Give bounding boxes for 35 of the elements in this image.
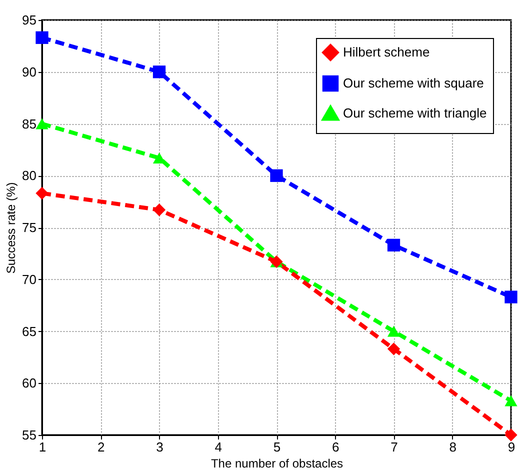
y-tick-label: 55	[22, 428, 36, 442]
legend-label: Our scheme with triangle	[343, 106, 487, 120]
y-tick-label: 95	[22, 12, 36, 28]
y-tick-label: 80	[22, 168, 36, 184]
x-tick-label: 8	[449, 440, 456, 454]
x-tick-label: 3	[156, 440, 164, 454]
y-tick-label: 90	[22, 64, 36, 80]
y-tick-label: 65	[22, 324, 36, 339]
y-axis-title: Success rate (%)	[4, 182, 18, 274]
point	[387, 326, 400, 337]
point	[504, 395, 518, 406]
point	[36, 118, 48, 130]
x-tick-label: 2	[98, 440, 105, 454]
x-tick-label: 9	[508, 440, 516, 454]
point	[387, 238, 400, 252]
legend-label: Our scheme with square	[343, 76, 484, 90]
y-tick-label: 85	[22, 116, 36, 132]
point	[36, 186, 48, 200]
x-tick-label: 5	[273, 440, 281, 454]
y-tick-label: 70	[22, 272, 36, 287]
point	[36, 31, 48, 44]
point	[504, 428, 518, 442]
point	[504, 290, 518, 304]
x-axis-title: The number of obstacles	[210, 456, 344, 470]
x-tick-label: 6	[332, 440, 340, 454]
y-tick-label: 60	[22, 376, 36, 391]
x-tick-label: 4	[214, 440, 222, 454]
legend-label: Hilbert scheme	[343, 44, 430, 60]
point	[152, 66, 166, 78]
x-tick-label: 1	[38, 440, 46, 454]
y-tick-label: 75	[22, 220, 36, 235]
point	[152, 204, 166, 216]
point	[270, 169, 283, 182]
point	[387, 342, 400, 356]
x-tick-label: 7	[390, 440, 398, 454]
